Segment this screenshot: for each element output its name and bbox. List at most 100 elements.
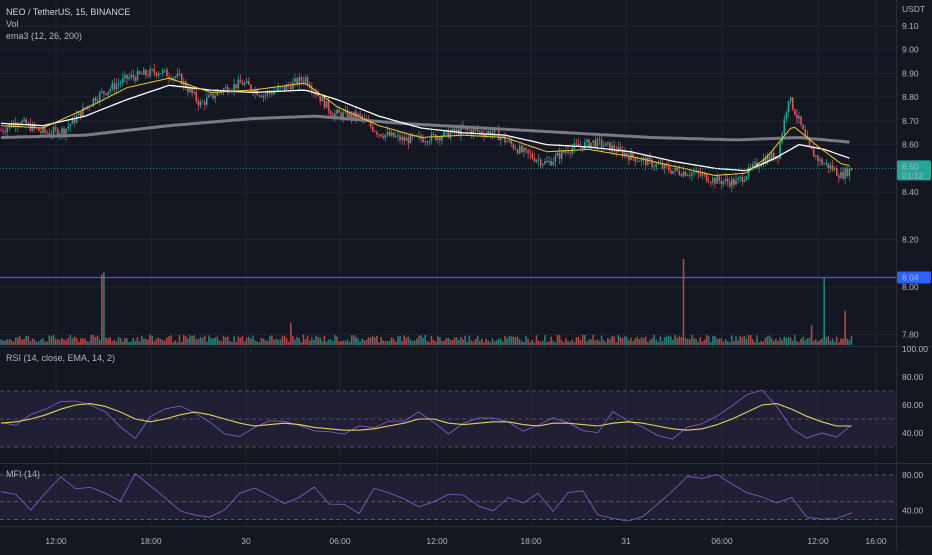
volume-bar [613,336,615,345]
candle-body [529,153,531,155]
volume-bar [655,339,657,345]
volume-bar [848,339,851,345]
volume-bar [823,277,825,345]
candle-body [216,91,219,96]
candle-body [283,85,286,90]
candle-body [40,131,42,133]
volume-bar [59,340,61,345]
volume-bar [235,342,237,345]
candle-body [227,87,229,93]
volume-bar [777,341,779,345]
volume-bar [10,339,13,345]
volume-bar [432,339,435,345]
candle-body [250,84,252,91]
volume-bar [395,341,397,345]
volume-bar [353,335,355,345]
volume-bar [94,337,97,345]
volume-bar [523,341,525,345]
candle-body [149,69,151,76]
candle-body [374,131,376,132]
candle-body [69,124,72,127]
candle-body [285,84,288,90]
volume-bar [684,338,687,345]
volume-bar [315,335,317,345]
volume-bar [178,334,181,345]
time-tick-label: 30 [241,536,251,546]
volume-bar [833,341,836,345]
candle-body [563,150,565,153]
candle-body [500,137,502,141]
volume-bar [567,341,569,345]
candle-body [567,151,569,153]
candle-body [705,174,708,182]
candle-body [510,140,513,145]
volume-bar [609,339,611,345]
volume-bar [374,337,376,345]
candle-body [409,134,412,144]
volume-bar [850,336,853,345]
candle-body [298,77,300,85]
volume-bar [122,341,124,345]
candle-body [785,112,788,119]
candle-body [208,95,210,98]
volume-bar [269,336,271,345]
time-tick-label: 06:00 [711,536,733,546]
volume-bar [170,335,172,345]
volume-bar [462,339,464,345]
volume-bar [33,339,36,345]
volume-bar [42,338,44,345]
candle-body [101,91,103,93]
candle-body [73,117,76,123]
volume-bar [846,338,849,345]
candle-body [453,128,456,133]
candle-body [103,91,105,94]
volume-bar [546,342,548,345]
volume-bar [464,336,466,345]
candle-body [796,114,798,119]
candle-body [674,167,676,171]
candle-body [707,181,710,183]
volume-bar [758,342,760,345]
candle-body [224,87,227,89]
candle-body [487,131,489,134]
volume-bar [741,337,744,345]
candle-body [392,132,395,138]
price-tick-label: 8.40 [902,187,919,197]
candle-body [531,154,534,159]
candle-body [166,69,168,77]
volume-bar [590,339,592,345]
volume-bar [525,336,527,345]
volume-bar [145,339,147,345]
volume-bar [642,338,645,345]
volume-bar [298,337,300,345]
volume-bar [250,338,252,345]
candle-body [306,77,309,85]
price-tick-label: 8.60 [902,140,919,150]
last-price-label: 8.50 [902,161,919,171]
volume-bar [359,341,361,345]
rsi-tick-label: 60.00 [902,400,924,410]
volume-bar [726,341,729,345]
candle-body [214,95,216,99]
candle-body [686,175,689,177]
candle-body [558,152,561,159]
candle-body [647,157,649,166]
candle-body [336,109,338,114]
volume-bar [113,339,116,345]
candle-body [348,112,351,119]
level-price-label: 8.04 [902,273,919,283]
candle-body [552,161,555,166]
volume-bar [573,341,576,345]
candle-body [804,129,807,136]
volume-bar [481,338,483,345]
candle-body [716,176,718,184]
volume-bar [659,336,662,345]
last-price-box [897,160,931,181]
candle-body [33,124,36,128]
volume-bar [594,340,597,345]
volume-bar [668,335,670,345]
candle-body [836,168,838,176]
candle-body [525,148,527,150]
